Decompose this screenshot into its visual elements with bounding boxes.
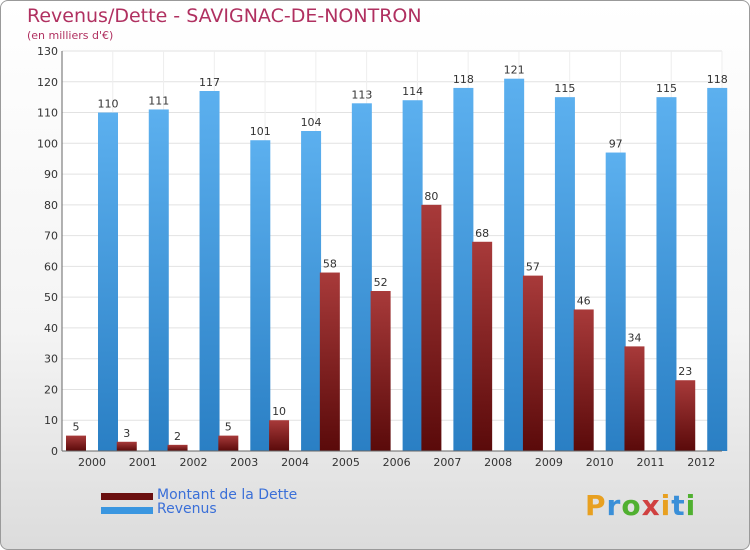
bar-debt [319,272,340,451]
data-label-revenue: 97 [609,138,623,151]
x-tick-label: 2003 [230,456,258,469]
data-label-revenue: 115 [656,82,677,95]
y-tick-label: 110 [37,107,58,120]
bar-debt [218,435,239,451]
y-tick-label: 100 [37,137,58,150]
legend-label-debt: Montant de la Dette [157,487,298,503]
bars [66,78,728,452]
y-tick-label: 60 [44,260,58,273]
bar-debt [522,275,543,451]
bar-debt [472,241,493,451]
logo-letter: o [621,489,642,522]
axes: 0 10 20 30 40 50 60 70 80 90 100 110 120 130 2000 2001 2… [37,45,722,469]
x-tick-label: 2001 [129,456,157,469]
data-label-revenue: 114 [402,85,423,98]
bar-debt [370,291,391,451]
bar-debt [269,420,290,451]
legend-swatch-debt [101,493,153,500]
y-tick-label: 20 [44,383,58,396]
bar-revenue [98,112,118,452]
data-label-debt: 34 [627,331,641,344]
bar-revenue [351,103,372,452]
bar-debt [675,380,696,451]
bar-revenue [504,78,525,451]
data-label-debt: 80 [424,190,438,203]
chart-title: Revenus/Dette - SAVIGNAC-DE-NONTRON [27,5,422,27]
data-label-debt: 5 [73,421,80,434]
bar-revenue [554,97,575,452]
bar-revenue [707,87,728,451]
data-label-revenue: 113 [351,88,372,101]
y-tick-label: 10 [44,414,58,427]
data-label-debt: 52 [374,276,388,289]
bar-revenue [301,131,322,451]
data-label-debt: 3 [123,427,130,440]
data-label-revenue: 111 [148,94,169,107]
data-label-revenue: 101 [250,125,271,138]
logo-letter: x [641,489,661,522]
legend-swatch-revenue [101,507,153,514]
data-label-revenue: 117 [199,76,220,89]
x-tick-label: 2012 [687,456,715,469]
data-label-revenue: 115 [554,82,575,95]
y-tick-label: 40 [44,322,58,335]
bar-debt [573,309,594,451]
data-label-revenue: 104 [301,116,322,129]
y-tick-label: 0 [51,445,58,458]
bar-debt [624,346,645,451]
x-tick-label: 2006 [383,456,411,469]
bar-debt [167,444,188,451]
data-label-debt: 68 [475,227,489,240]
bar-revenue [605,152,626,452]
bar-revenue [656,97,677,452]
y-tick-label: 70 [44,230,58,243]
proxiti-logo: Proxiti [585,489,696,522]
logo-letter: i [685,489,697,522]
data-labels: 5 110 3 111 2 117 5 101 10 104 58 113 52 114 80 118 68 12… [73,64,728,443]
bar-debt [421,204,442,451]
data-label-debt: 2 [174,430,181,443]
x-tick-label: 2011 [636,456,664,469]
x-tick-label: 2010 [586,456,614,469]
logo-letter: P [585,489,607,522]
chart-subtitle: (en milliers d'€) [27,29,114,42]
legend-label-revenue: Revenus [157,501,217,517]
bar-revenue [402,100,423,451]
x-tick-label: 2000 [78,456,106,469]
data-label-debt: 58 [323,258,337,271]
x-tick-label: 2002 [180,456,208,469]
data-label-debt: 46 [577,294,591,307]
x-tick-label: 2009 [535,456,563,469]
x-tick-label: 2007 [433,456,461,469]
data-label-revenue: 121 [504,64,525,77]
bar-debt [116,441,137,451]
y-tick-label: 30 [44,353,58,366]
logo-letter: t [671,489,686,522]
y-tick-label: 120 [37,76,58,89]
data-label-revenue: 118 [707,73,728,86]
data-label-revenue: 118 [453,73,474,86]
y-tick-label: 80 [44,199,58,212]
data-label-debt: 10 [272,405,286,418]
bar-revenue [250,140,271,451]
data-label-revenue: 110 [98,98,119,111]
y-tick-label: 50 [44,291,58,304]
bar-revenue [453,87,474,451]
bar-revenue [148,109,169,451]
logo-letter: r [606,489,622,522]
x-tick-label: 2005 [332,456,360,469]
y-tick-label: 130 [37,45,58,58]
data-label-debt: 23 [678,365,692,378]
logo-letter: i [660,489,672,522]
data-label-debt: 5 [225,421,232,434]
x-tick-label: 2004 [281,456,309,469]
bar-revenue [199,91,220,451]
bar-debt [66,435,86,451]
y-tick-label: 90 [44,168,58,181]
data-label-debt: 57 [526,261,540,274]
x-tick-label: 2008 [484,456,512,469]
